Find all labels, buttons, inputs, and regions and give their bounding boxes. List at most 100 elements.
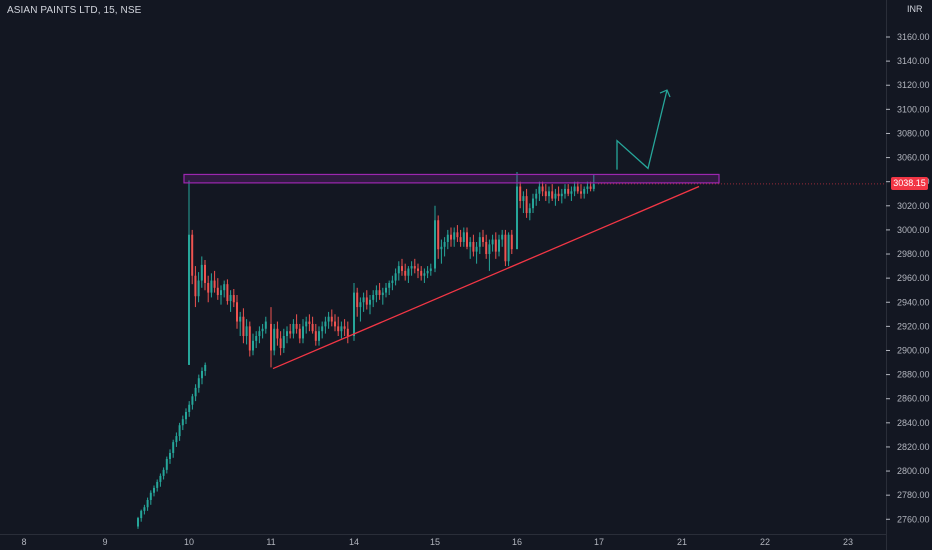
currency-label: INR bbox=[906, 4, 924, 14]
candle-body bbox=[391, 280, 394, 283]
candle-body bbox=[443, 241, 446, 247]
price-tick-label: 3080.00 bbox=[897, 128, 930, 138]
candle-body bbox=[450, 234, 452, 240]
candle-body bbox=[586, 186, 589, 189]
price-tick-label: 3060.00 bbox=[897, 153, 930, 163]
candle-body bbox=[330, 316, 333, 322]
candle-body bbox=[289, 331, 292, 334]
candle-body bbox=[286, 331, 288, 337]
candle-body bbox=[365, 297, 368, 305]
projection-arrowhead bbox=[659, 89, 671, 98]
candle-body bbox=[482, 237, 484, 242]
last-price-label: 3038.15 bbox=[891, 177, 928, 190]
candle-body bbox=[592, 184, 595, 189]
price-tick-label: 2880.00 bbox=[897, 370, 930, 380]
candle-body bbox=[410, 266, 413, 269]
candle-body bbox=[544, 191, 547, 197]
candle-body bbox=[466, 232, 468, 247]
candle-body bbox=[554, 193, 557, 199]
price-tick-label: 3020.00 bbox=[897, 201, 930, 211]
candle-body bbox=[175, 436, 178, 443]
candle-body bbox=[522, 196, 525, 201]
candle-body bbox=[538, 186, 541, 194]
candle-body bbox=[580, 191, 582, 194]
candle-body bbox=[426, 270, 429, 274]
candle-body bbox=[236, 302, 238, 322]
candle-body bbox=[583, 188, 586, 194]
candle-body bbox=[378, 290, 381, 296]
candle-body bbox=[220, 290, 222, 296]
candle-body bbox=[162, 469, 165, 476]
candle-body bbox=[178, 425, 181, 437]
candle-body bbox=[560, 193, 563, 197]
candle-body bbox=[302, 326, 304, 339]
candle-body bbox=[504, 234, 507, 262]
candle-body bbox=[507, 234, 510, 262]
candle-body bbox=[169, 452, 171, 459]
candle-body bbox=[362, 297, 365, 303]
candle-body bbox=[210, 280, 213, 293]
candle-body bbox=[381, 292, 384, 296]
price-tick-label: 2780.00 bbox=[897, 490, 930, 500]
candle-body bbox=[191, 234, 194, 276]
candle-body bbox=[429, 268, 432, 271]
candle-body bbox=[472, 241, 475, 252]
candle-body bbox=[394, 273, 397, 281]
price-tick-label: 2760.00 bbox=[897, 514, 930, 524]
candle-body bbox=[188, 234, 190, 365]
candle-body bbox=[519, 186, 522, 201]
candle-body bbox=[475, 246, 478, 252]
candle-body bbox=[153, 487, 155, 493]
candle-body bbox=[359, 302, 362, 308]
candle-body bbox=[216, 287, 219, 296]
candle-body bbox=[459, 237, 462, 242]
candle-body bbox=[404, 270, 407, 276]
candle-body bbox=[340, 326, 343, 332]
candle-body bbox=[407, 268, 410, 276]
candle-body bbox=[343, 326, 346, 329]
candle-body bbox=[525, 196, 528, 214]
candle-body bbox=[327, 316, 330, 322]
candle-body bbox=[456, 232, 459, 238]
candle-body bbox=[201, 370, 203, 379]
candle-body bbox=[356, 292, 359, 308]
candle-body bbox=[388, 282, 391, 288]
candle-body bbox=[229, 295, 232, 302]
candle-body bbox=[223, 284, 226, 291]
price-tick-label: 3000.00 bbox=[897, 225, 930, 235]
candle-body bbox=[488, 244, 491, 255]
candle-body bbox=[149, 492, 152, 500]
candle-body bbox=[417, 268, 419, 271]
price-tick-label: 2980.00 bbox=[897, 249, 930, 259]
price-tick-label: 3140.00 bbox=[897, 56, 930, 66]
candle-body bbox=[324, 321, 327, 327]
price-tick-label: 2820.00 bbox=[897, 442, 930, 452]
candle-body bbox=[292, 323, 295, 334]
price-tick-label: 2920.00 bbox=[897, 321, 930, 331]
candle-body bbox=[194, 275, 197, 297]
candle-body bbox=[462, 232, 465, 242]
candle-body bbox=[258, 331, 261, 337]
candle-body bbox=[564, 188, 566, 194]
time-tick-label: 9 bbox=[102, 537, 107, 547]
time-tick-label: 14 bbox=[349, 537, 359, 547]
candle-body bbox=[137, 518, 139, 527]
candle-body bbox=[279, 338, 282, 349]
candle-body bbox=[498, 239, 500, 252]
symbol-title[interactable]: ASIAN PAINTS LTD, 15, NSE bbox=[7, 5, 142, 16]
candle-body bbox=[423, 273, 426, 276]
candle-body bbox=[298, 328, 301, 339]
time-tick-label: 10 bbox=[184, 537, 194, 547]
candle-body bbox=[532, 198, 534, 209]
candle-body bbox=[264, 321, 267, 329]
candle-body bbox=[207, 282, 210, 293]
candle-body bbox=[194, 387, 197, 397]
candle-body bbox=[273, 328, 276, 351]
price-tick-label: 2960.00 bbox=[897, 273, 930, 283]
candle-body bbox=[261, 328, 264, 332]
candle-body bbox=[453, 232, 456, 240]
candle-body bbox=[567, 188, 570, 194]
candle-body bbox=[200, 264, 203, 281]
